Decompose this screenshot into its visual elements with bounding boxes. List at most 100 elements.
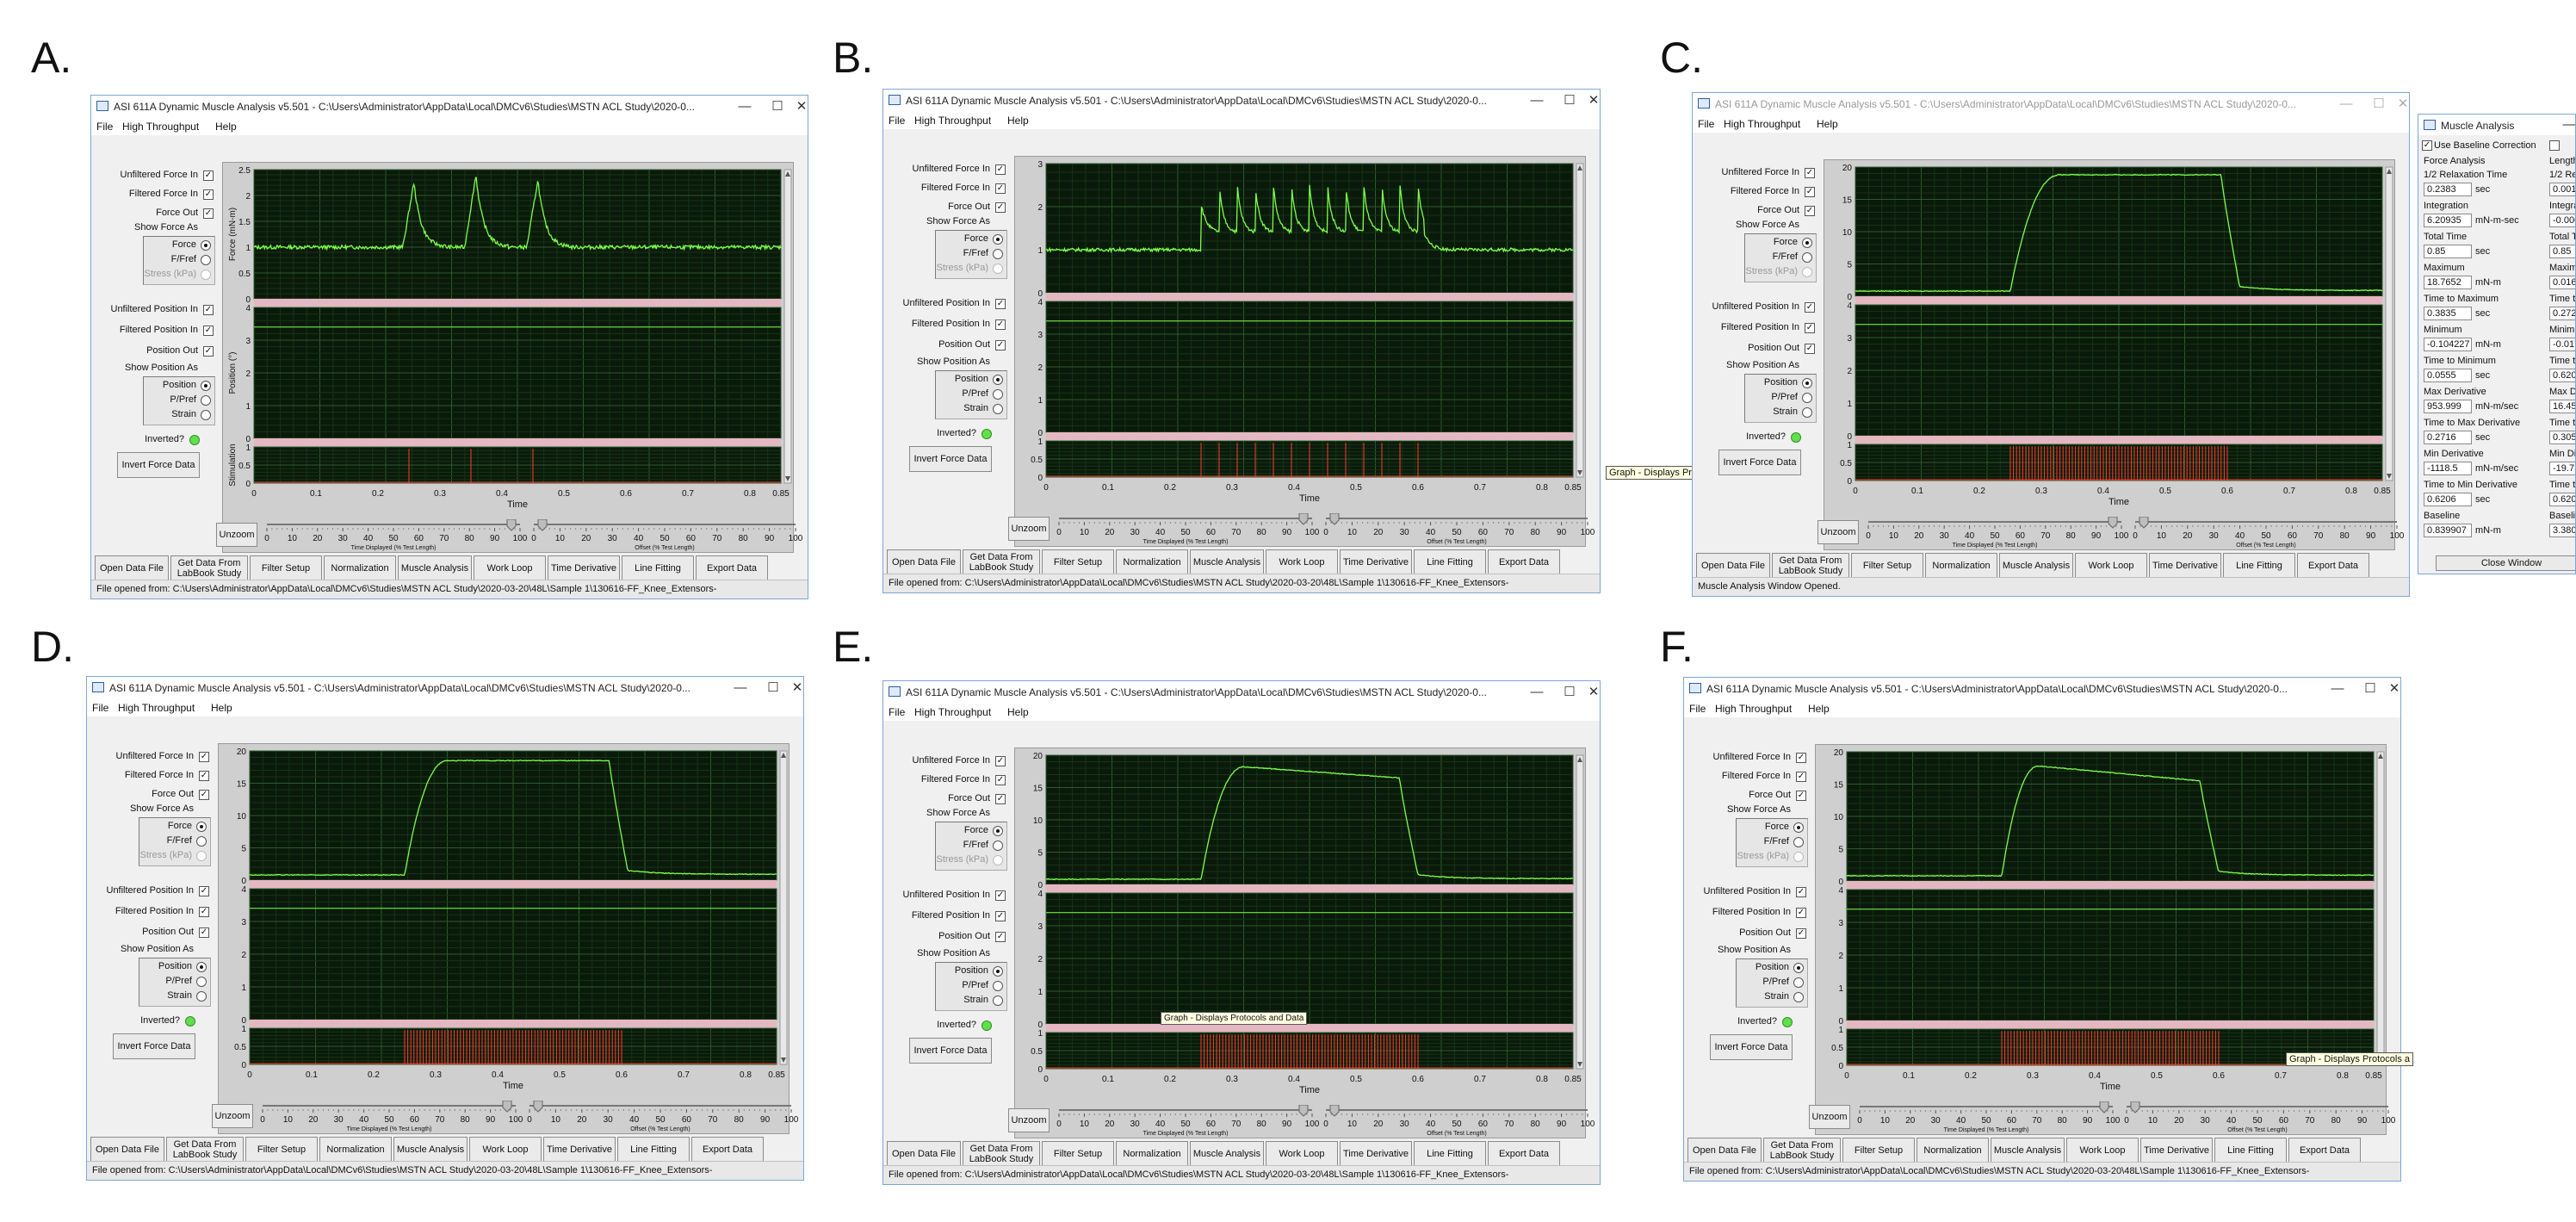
close-icon[interactable]: ✕ [791,680,803,695]
invert-force-button[interactable]: Invert Force Data [1710,1034,1793,1060]
title-bar[interactable]: ASI 611A Dynamic Muscle Analysis v5.501 … [1693,93,2409,115]
toolbar-button[interactable]: Normalization [1925,553,1997,579]
position-display-radio[interactable] [993,981,1003,991]
force-display-radio[interactable] [196,851,207,861]
pane-separator[interactable] [1046,884,1573,892]
toolbar-button[interactable]: Filter Setup [1842,1138,1915,1163]
unzoom-button[interactable]: Unzoom [1008,517,1050,541]
position-display-radio[interactable] [993,404,1003,414]
toolbar-button[interactable]: Open Data File [887,549,961,575]
toolbar-button[interactable]: Work Loop [1266,549,1338,575]
toolbar-button[interactable]: Time Derivative [548,555,620,581]
force-channel-checkbox[interactable]: ✓ [1805,206,1815,216]
invert-force-button[interactable]: Invert Force Data [117,452,200,478]
menu-item[interactable]: File [1689,703,1706,715]
scroll-up-icon[interactable] [1577,165,1582,171]
menu-item[interactable]: Help [1007,115,1029,127]
position-display-radio[interactable] [1802,393,1812,403]
force-channel-checkbox[interactable]: ✓ [995,794,1006,804]
graph-scrollbar[interactable] [2376,751,2385,1066]
force-display-radio[interactable] [1793,822,1804,833]
toolbar-button[interactable]: Work Loop [2066,1138,2139,1163]
toolbar-button[interactable]: Open Data File [1696,553,1770,579]
pane-separator[interactable] [250,880,777,888]
position-display-radio[interactable] [201,381,211,391]
pane-separator[interactable] [254,299,781,307]
force-channel-checkbox[interactable]: ✓ [995,756,1006,766]
pane-separator[interactable] [1046,293,1573,301]
toolbar-button[interactable]: Export Data [2297,553,2369,579]
toolbar-button[interactable]: Muscle Analysis [1999,553,2073,579]
menu-item[interactable]: Help [1808,703,1830,715]
toolbar-button[interactable]: Line Fitting [1414,549,1486,575]
graph[interactable]: 0 5 10 15 20 0 1 2 3 4 0 0.5 1 0 0.1 0.2 0.3 0.4 0.5 0.6 0.7… [1014,747,1586,1138]
pane-separator[interactable] [1046,432,1573,440]
invert-force-button[interactable]: Invert Force Data [909,1038,992,1064]
pane-separator[interactable] [1046,1024,1573,1032]
invert-force-button[interactable]: Invert Force Data [113,1033,195,1059]
maximize-icon[interactable]: ☐ [2373,96,2385,111]
force-channel-checkbox[interactable]: ✓ [1796,772,1806,782]
toolbar-button[interactable]: Line Fitting [617,1137,690,1163]
position-display-radio[interactable] [993,996,1003,1006]
muscle-analysis-title-bar[interactable]: Muscle Analysis — [2418,115,2575,135]
toolbar-button[interactable]: Time Derivative [1340,549,1412,575]
toolbar-button[interactable]: Open Data File [1687,1138,1762,1163]
toolbar-button[interactable]: Muscle Analysis [1190,1141,1264,1167]
force-channel-checkbox[interactable]: ✓ [203,208,214,219]
graph-scrollbar[interactable] [783,169,792,484]
force-channel-checkbox[interactable]: ✓ [995,183,1006,194]
force-display-radio[interactable] [1793,837,1804,847]
minimize-icon[interactable]: — [1530,685,1544,699]
force-display-radio[interactable] [196,836,207,847]
scroll-up-icon[interactable] [785,171,790,177]
toolbar-button[interactable]: Normalization [1917,1138,1989,1163]
position-channel-checkbox[interactable]: ✓ [203,326,214,336]
position-display-radio[interactable] [1793,992,1804,1002]
minimize-icon[interactable]: — [2562,117,2576,132]
unzoom-button[interactable]: Unzoom [1809,1105,1850,1129]
position-display-radio[interactable] [1793,963,1804,973]
toolbar-button[interactable]: Time Derivative [543,1137,616,1163]
force-channel-checkbox[interactable]: ✓ [995,202,1006,213]
graph-scrollbar[interactable] [1576,163,1584,478]
minimize-icon[interactable]: — [738,99,752,114]
close-window-button[interactable]: Close Window [2436,555,2575,571]
toolbar-button[interactable]: Work Loop [469,1137,542,1163]
menu-item[interactable]: High Throughput [1724,118,1801,130]
slider-thumb[interactable] [2130,1101,2140,1113]
slider-thumb[interactable] [1329,513,1340,525]
menu-item[interactable]: File [889,115,906,127]
toolbar-button[interactable]: Work Loop [2075,553,2147,579]
toolbar-button[interactable]: Filter Setup [245,1137,318,1163]
force-channel-checkbox[interactable]: ✓ [1796,791,1806,801]
slider-thumb[interactable] [2099,1101,2109,1113]
unzoom-button[interactable]: Unzoom [1008,1108,1050,1132]
toolbar-button[interactable]: Normalization [319,1137,392,1163]
graph-scrollbar[interactable] [779,750,788,1065]
toolbar-button[interactable]: Export Data [2288,1138,2361,1163]
toolbar-button[interactable]: Time Derivative [2149,553,2221,579]
menu-item[interactable]: File [96,121,114,133]
graph[interactable]: 0 1 2 3 0 1 2 3 4 0 0.5 1 0 0.1 0.2 0.3 0.4 0.5 0.6 0.7 0.8 0… [1014,156,1586,547]
force-channel-checkbox[interactable]: ✓ [199,790,209,800]
close-icon[interactable]: ✕ [1588,685,1600,699]
position-display-radio[interactable] [1793,977,1804,988]
slider-thumb[interactable] [2108,517,2118,529]
use-baseline-checkbox-2[interactable] [2549,140,2560,151]
title-bar[interactable]: ASI 611A Dynamic Muscle Analysis v5.501 … [87,677,803,699]
force-display-radio[interactable] [1793,852,1804,862]
force-channel-checkbox[interactable]: ✓ [995,164,1006,175]
force-display-radio[interactable] [201,255,211,265]
maximize-icon[interactable]: ☐ [2364,681,2376,696]
toolbar-button[interactable]: Get Data From LabBook Study [963,1141,1040,1167]
minimize-icon[interactable]: — [734,680,747,695]
toolbar-button[interactable]: Filter Setup [1042,549,1114,575]
position-display-radio[interactable] [1802,407,1812,418]
toolbar-button[interactable]: Get Data From LabBook Study [1763,1138,1841,1163]
